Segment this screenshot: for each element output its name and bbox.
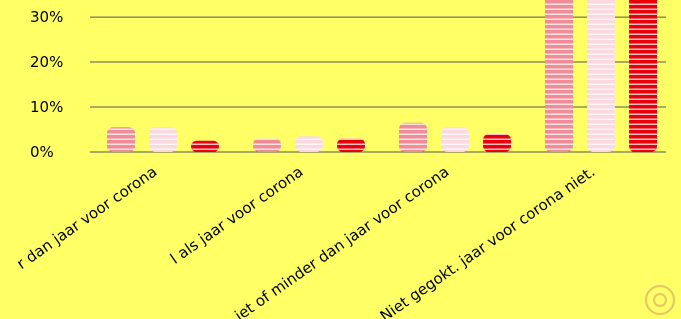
chip-stack (629, 0, 657, 152)
chip-stripes (253, 139, 281, 152)
y-tick-label: 10% (30, 98, 63, 116)
chip-stack (441, 127, 469, 152)
x-tick-label: l als jaar voor corona (167, 163, 306, 268)
chip-stripes (295, 136, 323, 152)
chip-stripes (149, 127, 177, 152)
chip-stripes (483, 134, 511, 152)
y-tick-label: 0% (30, 143, 54, 161)
chip-stack (107, 127, 135, 152)
chip-stack (483, 134, 511, 152)
chip-stripes (629, 0, 657, 152)
y-tick-label: 20% (30, 53, 63, 71)
chip-stripes (441, 127, 469, 152)
chip-stripes (545, 0, 573, 152)
y-tick-label: 30% (30, 8, 63, 26)
chip-stack (587, 0, 615, 152)
chip-stack (337, 139, 365, 152)
chart: 0% 10% 20% 30% r dan jaar voor coronal als j… (0, 0, 681, 319)
chip-stripes (587, 0, 615, 152)
chip-stripes (399, 123, 427, 152)
x-tick-label: r dan jaar voor corona (13, 163, 160, 273)
chip-stripes (191, 141, 219, 152)
chip-stack (399, 123, 427, 152)
chip-stack (149, 127, 177, 152)
chip-stripes (337, 139, 365, 152)
chip-stack (253, 139, 281, 152)
chip-stack (545, 0, 573, 152)
virus-icon (646, 286, 674, 314)
chip-stack (191, 141, 219, 152)
chip-stack (295, 136, 323, 152)
chip-stripes (107, 127, 135, 152)
